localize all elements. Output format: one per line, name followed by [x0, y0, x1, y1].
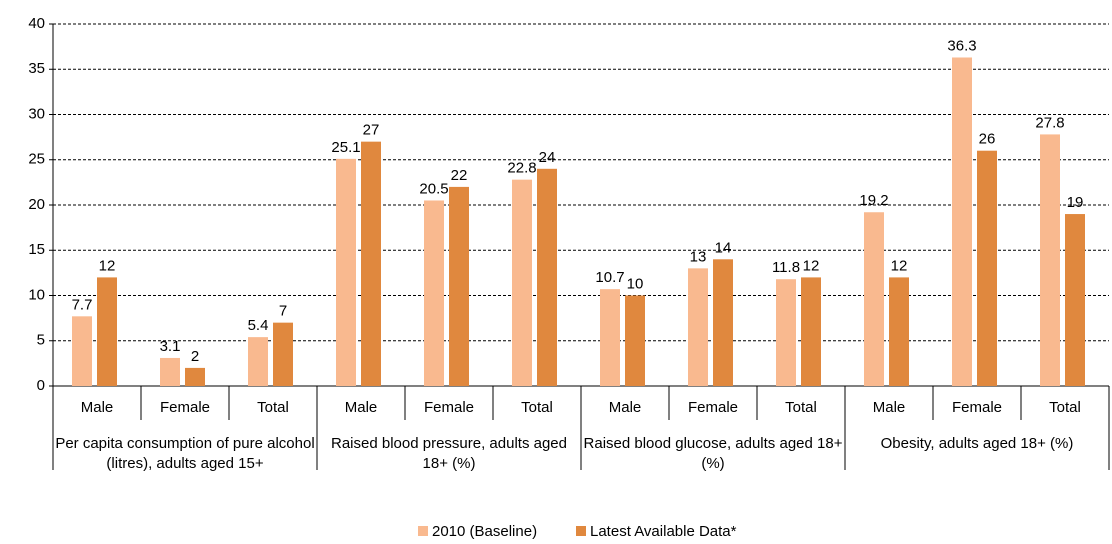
- x-tick-label: Male: [345, 399, 378, 416]
- data-label: 20.5: [419, 180, 448, 197]
- y-tick-label: 35: [28, 60, 45, 77]
- legend-label: 2010 (Baseline): [432, 523, 537, 540]
- bar: [1040, 134, 1060, 386]
- data-label: 10: [627, 275, 644, 292]
- data-label: 27.8: [1035, 114, 1064, 131]
- bar: [424, 200, 444, 386]
- x-tick-label: Total: [1049, 399, 1081, 416]
- data-label: 12: [891, 257, 908, 274]
- bar: [864, 212, 884, 386]
- y-tick-label: 15: [28, 241, 45, 258]
- data-label: 26: [979, 131, 996, 148]
- x-tick-label: Male: [609, 399, 642, 416]
- data-label: 12: [803, 257, 820, 274]
- x-tick-label: Total: [257, 399, 289, 416]
- bar: [72, 316, 92, 386]
- data-label: 14: [715, 239, 732, 256]
- x-tick-label: Female: [952, 399, 1002, 416]
- bar: [449, 186, 469, 386]
- bar: [776, 279, 796, 386]
- group-label: Raised blood pressure, adults aged 18+ (…: [331, 435, 567, 472]
- data-label: 7: [279, 303, 287, 320]
- bar: [977, 150, 997, 386]
- x-tick-label: Total: [785, 399, 817, 416]
- data-label: 22.8: [507, 160, 536, 177]
- legend-swatch: [576, 526, 586, 536]
- data-label: 11.8: [772, 259, 800, 276]
- bar: [512, 179, 532, 386]
- x-tick-label: Female: [688, 399, 738, 416]
- bar: [185, 367, 205, 386]
- y-tick-label: 5: [37, 332, 45, 349]
- data-label: 25.1: [331, 139, 360, 156]
- data-label: 36.3: [947, 37, 976, 54]
- bar: [952, 57, 972, 387]
- x-tick-label: Total: [521, 399, 553, 416]
- legend-swatch: [418, 526, 428, 536]
- bar: [1065, 214, 1085, 386]
- bar: [537, 168, 557, 386]
- data-label: 10.7: [595, 269, 624, 286]
- bar: [97, 277, 117, 386]
- bar: [600, 289, 620, 386]
- x-tick-label: Female: [160, 399, 210, 416]
- x-tick-label: Male: [81, 399, 114, 416]
- bar: [713, 259, 733, 386]
- data-label: 2: [191, 348, 199, 365]
- y-tick-label: 20: [28, 196, 45, 213]
- data-label: 27: [363, 122, 380, 139]
- data-label: 13: [690, 248, 707, 265]
- y-tick-label: 0: [37, 377, 45, 394]
- y-tick-label: 40: [28, 15, 45, 32]
- group-label: Obesity, adults aged 18+ (%): [880, 435, 1074, 452]
- bar: [801, 277, 821, 386]
- group-label: Per capita consumption of pure alcohol (…: [55, 435, 315, 472]
- bar: [361, 141, 381, 386]
- data-label: 12: [99, 257, 116, 274]
- legend-label: Latest Available Data*: [590, 523, 737, 540]
- y-tick-label: 30: [28, 105, 45, 122]
- data-label: 5.4: [248, 317, 269, 334]
- data-label: 24: [539, 149, 556, 166]
- y-tick-label: 10: [28, 286, 45, 303]
- y-tick-label: 25: [28, 151, 45, 168]
- group-label: Raised blood glucose, adults aged 18+ (%…: [583, 435, 843, 472]
- x-tick-label: Male: [873, 399, 906, 416]
- bar: [625, 295, 645, 386]
- data-label: 22: [451, 167, 468, 184]
- bar: [336, 158, 356, 386]
- bar: [889, 277, 909, 386]
- data-label: 7.7: [72, 296, 93, 313]
- data-label: 19.2: [859, 192, 888, 209]
- bar: [248, 337, 268, 386]
- bar: [273, 322, 293, 386]
- bar: [160, 357, 180, 386]
- x-tick-label: Female: [424, 399, 474, 416]
- bar: [688, 268, 708, 386]
- data-label: 19: [1067, 194, 1084, 211]
- data-label: 3.1: [160, 338, 181, 355]
